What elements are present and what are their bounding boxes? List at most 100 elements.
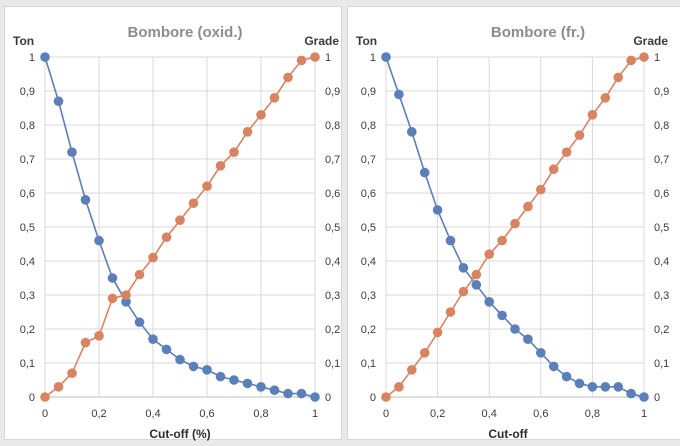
data-point-grade [256,110,266,120]
data-point-grade [471,269,482,280]
y-tick-label-left: 0 [370,392,376,404]
y-tick-label-left: 0,6 [20,188,35,200]
y-tick-label-left: 0,4 [20,256,35,268]
data-point-ton [215,371,226,382]
data-point-grade [432,327,443,338]
data-point-ton [283,388,293,399]
data-point-ton [458,263,469,273]
y-tick-label-left: 0,9 [361,86,376,98]
y-tick-label-left: 0,8 [361,120,376,132]
y-tick-label-right: 0,8 [325,120,340,132]
x-tick-label: 0 [42,408,48,420]
data-point-grade [148,252,158,263]
x-tick-label: 1 [312,408,318,420]
y-tick-label-right: 0,6 [325,188,340,200]
x-tick-label: 0,8 [253,408,268,420]
data-point-ton [471,280,482,290]
x-axis-label: Cut-off [488,427,528,441]
chart-title: Bombore (fr.) [491,24,585,41]
data-point-grade [484,249,494,259]
chart-fr: 0 00,1 0,10,2 0,20,3 0,30,4 0,40,5 0,50,6 0,60,… [356,24,669,441]
data-point-ton [269,385,280,396]
y-axis-label-right: Grade [633,34,668,48]
data-point-grade [53,382,64,392]
data-point-grade [536,184,546,195]
y-tick-label-left: 0,2 [20,324,35,336]
y-tick-label-right: 0 [325,392,331,404]
x-tick-label: 1 [641,408,647,420]
data-point-grade [613,72,623,83]
x-tick-label: 0,2 [91,408,106,420]
y-tick-label-right: 0,9 [654,86,669,98]
data-point-ton [229,375,239,385]
data-point-ton [613,382,623,392]
data-point-ton [188,361,199,372]
chart-oxid: 0 00,1 0,10,2 0,20,3 0,30,4 0,40,5 0,50,6 0,60,… [13,24,340,441]
x-tick-label: 0,4 [145,408,160,420]
x-tick-label: 0,6 [199,408,214,420]
data-point-ton [574,378,585,389]
y-tick-label-right: 0,8 [654,120,669,132]
data-point-grade [639,52,649,62]
y-tick-label-left: 0,7 [20,154,35,166]
y-tick-label-right: 0,1 [654,358,669,370]
data-point-grade [67,368,77,379]
chart-title: Bombore (oxid.) [128,24,243,41]
data-point-grade [215,161,226,171]
data-point-ton [202,365,212,375]
data-point-ton [107,273,118,283]
y-tick-label-left: 0 [29,392,35,404]
data-point-grade [229,147,239,157]
data-point-ton [148,334,158,345]
data-point-ton [419,167,430,178]
x-tick-label: 0,4 [482,408,497,420]
x-tick-label: 0,6 [533,408,548,420]
data-point-grade [107,293,118,304]
data-point-ton [432,205,443,215]
data-point-grade [80,337,91,348]
chart-panel-oxid: 0 0 0,1 0,1 0,2 0,2 0,3 0,3 0,4 0,4 0,5 0,5 0,6 0,6 0,… [4,6,342,441]
data-point-ton [587,382,598,392]
data-point-grade [561,147,572,157]
y-tick-label-right: 0,5 [654,222,669,234]
data-point-ton [256,382,266,392]
data-point-ton [548,361,559,372]
data-point-grade [381,392,391,402]
y-tick-label-right: 0,7 [325,154,340,166]
data-point-ton [536,348,546,358]
data-point-ton [497,310,507,321]
y-tick-label-right: 0,2 [325,324,340,336]
y-tick-label-left: 0,5 [361,222,376,234]
data-point-ton [53,96,64,106]
data-point-grade [548,164,559,174]
y-tick-label-left: 0,8 [20,120,35,132]
data-point-grade [242,127,253,137]
data-point-ton [445,235,456,246]
y-tick-label-left: 0,1 [20,358,35,370]
data-point-grade [40,392,50,402]
data-point-ton [67,147,77,157]
y-tick-label-right: 0,5 [325,222,340,234]
data-point-ton [600,382,611,392]
y-tick-label-left: 0,5 [20,222,35,234]
data-point-grade [310,52,320,62]
data-point-grade [458,286,469,297]
y-tick-label-left: 1 [29,52,35,64]
data-point-ton [134,317,145,328]
data-point-ton [394,89,404,100]
data-point-ton [484,297,494,307]
data-point-ton [121,297,131,307]
data-point-ton [40,52,50,62]
data-point-grade [161,232,172,242]
y-tick-label-right: 0,9 [325,86,340,98]
y-axis-label-right: Grade [304,34,339,48]
data-point-ton [175,354,185,365]
data-point-ton [407,127,417,137]
y-tick-label-right: 0,7 [654,154,669,166]
x-tick-label: 0,8 [585,408,600,420]
data-point-grade [574,130,585,140]
data-point-grade [394,382,404,392]
data-point-grade [269,93,280,103]
y-tick-label-right: 0,2 [654,324,669,336]
